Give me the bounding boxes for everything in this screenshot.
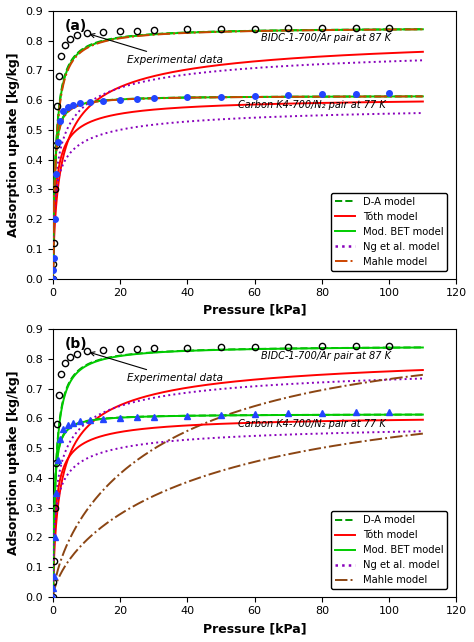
Text: Experimental data: Experimental data (91, 352, 223, 383)
Text: (a): (a) (65, 19, 87, 33)
X-axis label: Pressure [kPa]: Pressure [kPa] (203, 304, 307, 317)
Text: Carbon K4-700/N₂ pair at 77 K: Carbon K4-700/N₂ pair at 77 K (238, 101, 386, 110)
Legend: D-A model, Tóth model, Mod. BET model, Ng et al. model, Mahle model: D-A model, Tóth model, Mod. BET model, N… (331, 193, 447, 271)
Text: BIDC-1-700/Ar pair at 87 K: BIDC-1-700/Ar pair at 87 K (262, 33, 392, 42)
Legend: D-A model, Tóth model, Mod. BET model, Ng et al. model, Mahle model: D-A model, Tóth model, Mod. BET model, N… (331, 511, 447, 589)
Text: (b): (b) (65, 337, 88, 351)
Y-axis label: Adsorption uptake [kg/kg]: Adsorption uptake [kg/kg] (7, 53, 20, 237)
Text: Carbon K4-700/N₂ pair at 77 K: Carbon K4-700/N₂ pair at 77 K (238, 419, 386, 429)
Text: Experimental data: Experimental data (91, 33, 223, 65)
X-axis label: Pressure [kPa]: Pressure [kPa] (203, 622, 307, 635)
Text: BIDC-1-700/Ar pair at 87 K: BIDC-1-700/Ar pair at 87 K (262, 351, 392, 361)
Y-axis label: Adsorption uptake [kg/kg]: Adsorption uptake [kg/kg] (7, 370, 20, 555)
